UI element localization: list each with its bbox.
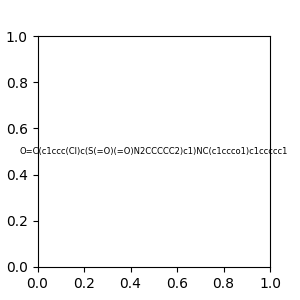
Text: O=C(c1ccc(Cl)c(S(=O)(=O)N2CCCCC2)c1)NC(c1ccco1)c1ccccc1: O=C(c1ccc(Cl)c(S(=O)(=O)N2CCCCC2)c1)NC(c…	[20, 147, 288, 156]
